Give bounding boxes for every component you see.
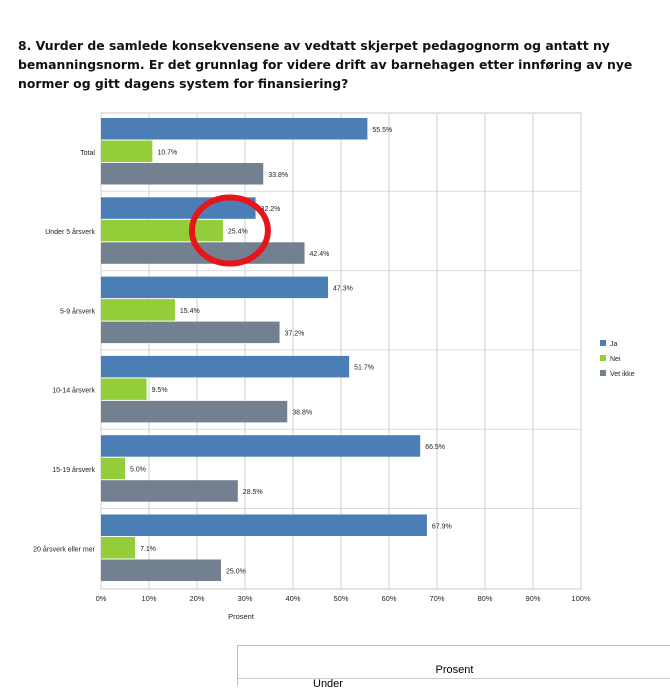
bar xyxy=(101,219,223,242)
bar xyxy=(101,435,421,457)
data-label: 25.4% xyxy=(228,229,248,236)
legend-label: Nei xyxy=(610,356,621,363)
bar xyxy=(101,321,280,344)
data-label: 38.8% xyxy=(292,410,312,417)
category-label: 10-14 årsverk xyxy=(52,387,95,395)
x-tick-label: 100% xyxy=(571,594,591,603)
data-label: 7.1% xyxy=(140,546,156,553)
legend-label: Ja xyxy=(610,341,618,348)
legend-swatch xyxy=(600,370,606,376)
data-label: 66.5% xyxy=(425,444,445,451)
data-label: 5.0% xyxy=(130,466,146,473)
x-tick-label: 20% xyxy=(189,594,204,603)
table-row-label: Under xyxy=(313,678,343,690)
legend-swatch xyxy=(600,340,606,346)
x-tick-labels: 0% 10% 20% 30% 40% 50% 60% 70% 80% 90% 100% xyxy=(96,594,591,603)
table-header: Prosent xyxy=(238,662,670,679)
legend: Ja Nei Vet ikke xyxy=(600,340,635,378)
bar xyxy=(101,118,368,140)
bar xyxy=(101,378,147,400)
data-label: 47.3% xyxy=(333,285,353,292)
category-label: 20 årsverk eller mer xyxy=(33,545,96,553)
bar xyxy=(101,163,264,185)
data-label: 37.2% xyxy=(285,330,305,337)
x-axis-title: Prosent xyxy=(228,612,255,621)
category-labels: Total Under 5 årsverk 5-9 årsverk 10-14 års… xyxy=(33,150,96,554)
data-label: 51.7% xyxy=(354,365,374,372)
bar xyxy=(101,355,350,378)
data-label: 28.5% xyxy=(243,489,263,496)
bar xyxy=(101,400,288,423)
data-label: 67.9% xyxy=(432,523,452,530)
bar xyxy=(101,299,175,321)
x-tick-label: 40% xyxy=(285,594,300,603)
bar xyxy=(101,480,238,502)
legend-swatch xyxy=(600,355,606,361)
x-tick-label: 0% xyxy=(96,594,107,603)
x-tick-label: 50% xyxy=(333,594,348,603)
x-tick-label: 90% xyxy=(525,594,540,603)
bar xyxy=(101,457,125,480)
data-label: 55.5% xyxy=(372,127,392,134)
legend-label: Vet ikke xyxy=(610,371,635,378)
category-label: 15-19 årsverk xyxy=(52,466,95,474)
x-tick-label: 10% xyxy=(141,594,156,603)
x-tick-label: 60% xyxy=(381,594,396,603)
x-tick-label: 70% xyxy=(429,594,444,603)
data-label: 10.7% xyxy=(157,149,177,156)
bar xyxy=(101,140,153,162)
question-title: 8. Vurder de samlede konsekvensene av ve… xyxy=(18,38,633,91)
bar xyxy=(101,559,221,581)
bar-chart: 55.5% 10.7% 33.8% 32.2% 25.4% 42.4% 47.3% 15.4%… xyxy=(33,112,635,621)
data-label: 15.4% xyxy=(180,308,200,315)
bar xyxy=(101,197,256,219)
category-label: Total xyxy=(80,150,95,157)
grid-lines xyxy=(100,112,582,590)
x-tick-label: 30% xyxy=(237,594,252,603)
data-label: 32.2% xyxy=(261,206,281,213)
bar xyxy=(101,514,427,536)
highlight-circle-annotation xyxy=(188,194,271,267)
value-labels: 55.5% 10.7% 33.8% 32.2% 25.4% 42.4% 47.3% 15.4%… xyxy=(130,127,452,576)
data-label: 25.0% xyxy=(226,568,246,575)
category-label: Under 5 årsverk xyxy=(45,228,95,236)
data-label: 42.4% xyxy=(310,251,330,258)
category-label: 5-9 årsverk xyxy=(60,307,96,315)
data-label: 9.5% xyxy=(152,387,168,394)
data-label: 33.8% xyxy=(268,172,288,179)
x-tick-label: 80% xyxy=(477,594,492,603)
bar xyxy=(101,537,136,559)
results-table: Prosent Under xyxy=(237,645,670,690)
bar xyxy=(101,276,329,299)
